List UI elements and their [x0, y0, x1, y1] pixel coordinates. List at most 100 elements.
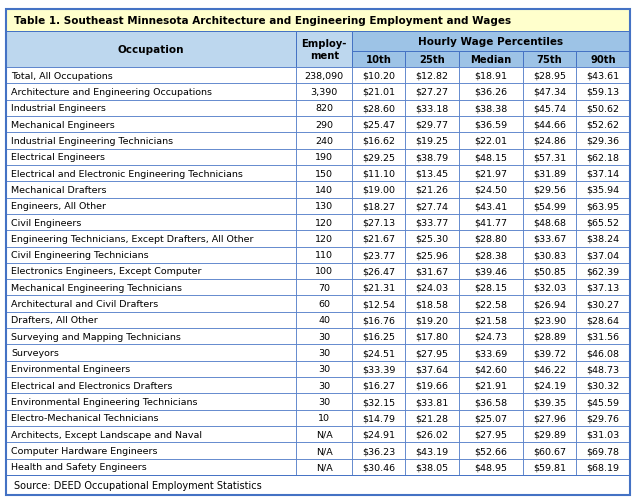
Bar — [459, 280, 523, 296]
Bar — [576, 264, 630, 280]
Text: $38.79: $38.79 — [416, 153, 449, 162]
Text: 30: 30 — [318, 397, 330, 406]
Text: $23.90: $23.90 — [533, 316, 566, 325]
Bar — [459, 52, 523, 68]
Text: 30: 30 — [318, 332, 330, 341]
Bar — [296, 410, 352, 426]
Text: $19.20: $19.20 — [416, 316, 449, 325]
Text: $29.76: $29.76 — [587, 413, 619, 422]
Text: $10.20: $10.20 — [363, 72, 395, 81]
Bar — [406, 442, 459, 459]
Text: 150: 150 — [315, 169, 333, 178]
Text: $11.10: $11.10 — [363, 169, 395, 178]
Bar — [352, 264, 406, 280]
Text: Source: DEED Occupational Employment Statistics: Source: DEED Occupational Employment Sta… — [14, 480, 262, 490]
Bar — [352, 280, 406, 296]
Bar — [406, 426, 459, 442]
Text: 90th: 90th — [590, 55, 616, 65]
Text: $30.46: $30.46 — [362, 462, 395, 471]
Bar — [459, 68, 523, 84]
Text: $62.18: $62.18 — [587, 153, 619, 162]
Text: $22.01: $22.01 — [474, 137, 508, 146]
Bar — [406, 149, 459, 166]
Text: Mechanical Drafters: Mechanical Drafters — [11, 185, 106, 194]
Bar — [523, 394, 576, 410]
Bar — [459, 149, 523, 166]
Text: $48.15: $48.15 — [474, 153, 508, 162]
Bar — [6, 410, 296, 426]
Text: $36.23: $36.23 — [362, 446, 396, 455]
Text: $25.30: $25.30 — [416, 234, 449, 243]
Text: 10: 10 — [318, 413, 330, 422]
Text: 140: 140 — [315, 185, 333, 194]
Bar — [523, 296, 576, 312]
Bar — [6, 198, 296, 214]
Bar — [6, 329, 296, 345]
Bar — [296, 182, 352, 198]
Text: $28.15: $28.15 — [474, 283, 508, 292]
Text: $62.39: $62.39 — [586, 267, 620, 276]
Bar — [523, 52, 576, 68]
Bar — [352, 361, 406, 377]
Bar — [296, 231, 352, 247]
Bar — [352, 377, 406, 394]
Text: $18.91: $18.91 — [474, 72, 508, 81]
Text: Civil Engineering Technicians: Civil Engineering Technicians — [11, 250, 149, 260]
Bar — [352, 198, 406, 214]
Bar — [352, 426, 406, 442]
Text: $14.79: $14.79 — [363, 413, 395, 422]
Bar — [352, 247, 406, 264]
Text: Occupation: Occupation — [118, 45, 184, 55]
Text: $42.60: $42.60 — [474, 365, 508, 374]
Bar — [576, 296, 630, 312]
Text: $23.77: $23.77 — [362, 250, 395, 260]
Text: $31.03: $31.03 — [586, 430, 620, 439]
Text: $27.27: $27.27 — [416, 88, 449, 97]
Bar — [296, 280, 352, 296]
Bar — [459, 182, 523, 198]
Text: $28.38: $28.38 — [474, 250, 508, 260]
Text: $31.89: $31.89 — [533, 169, 566, 178]
Bar — [459, 377, 523, 394]
Text: 110: 110 — [315, 250, 333, 260]
Text: $30.32: $30.32 — [586, 381, 620, 390]
Text: 3,390: 3,390 — [310, 88, 338, 97]
Text: $25.07: $25.07 — [474, 413, 508, 422]
Text: $21.01: $21.01 — [363, 88, 395, 97]
Bar — [296, 377, 352, 394]
Bar — [352, 296, 406, 312]
Bar — [576, 312, 630, 329]
Text: 10th: 10th — [366, 55, 392, 65]
Text: $46.22: $46.22 — [533, 365, 566, 374]
Text: 30: 30 — [318, 365, 330, 374]
Text: Electro-Mechanical Technicians: Electro-Mechanical Technicians — [11, 413, 158, 422]
Bar — [6, 377, 296, 394]
Bar — [6, 84, 296, 100]
Text: N/A: N/A — [316, 446, 333, 455]
Text: $29.25: $29.25 — [363, 153, 395, 162]
Bar — [459, 459, 523, 475]
Bar — [296, 442, 352, 459]
Bar — [296, 68, 352, 84]
Text: $28.95: $28.95 — [533, 72, 566, 81]
Bar — [523, 247, 576, 264]
Bar — [523, 410, 576, 426]
Text: $54.99: $54.99 — [533, 202, 566, 211]
Text: $69.78: $69.78 — [587, 446, 619, 455]
Text: Architectural and Civil Drafters: Architectural and Civil Drafters — [11, 300, 158, 309]
Bar — [6, 361, 296, 377]
Text: Surveyors: Surveyors — [11, 348, 59, 357]
Bar — [296, 149, 352, 166]
Text: $33.67: $33.67 — [533, 234, 566, 243]
Text: Health and Safety Engineers: Health and Safety Engineers — [11, 462, 147, 471]
Text: $28.60: $28.60 — [363, 104, 395, 113]
Bar — [459, 442, 523, 459]
Bar — [296, 133, 352, 149]
Bar — [576, 84, 630, 100]
Text: Drafters, All Other: Drafters, All Other — [11, 316, 98, 325]
Bar — [352, 100, 406, 117]
Bar — [406, 214, 459, 231]
Bar — [523, 117, 576, 133]
Bar — [576, 410, 630, 426]
Text: Civil Engineers: Civil Engineers — [11, 218, 81, 227]
